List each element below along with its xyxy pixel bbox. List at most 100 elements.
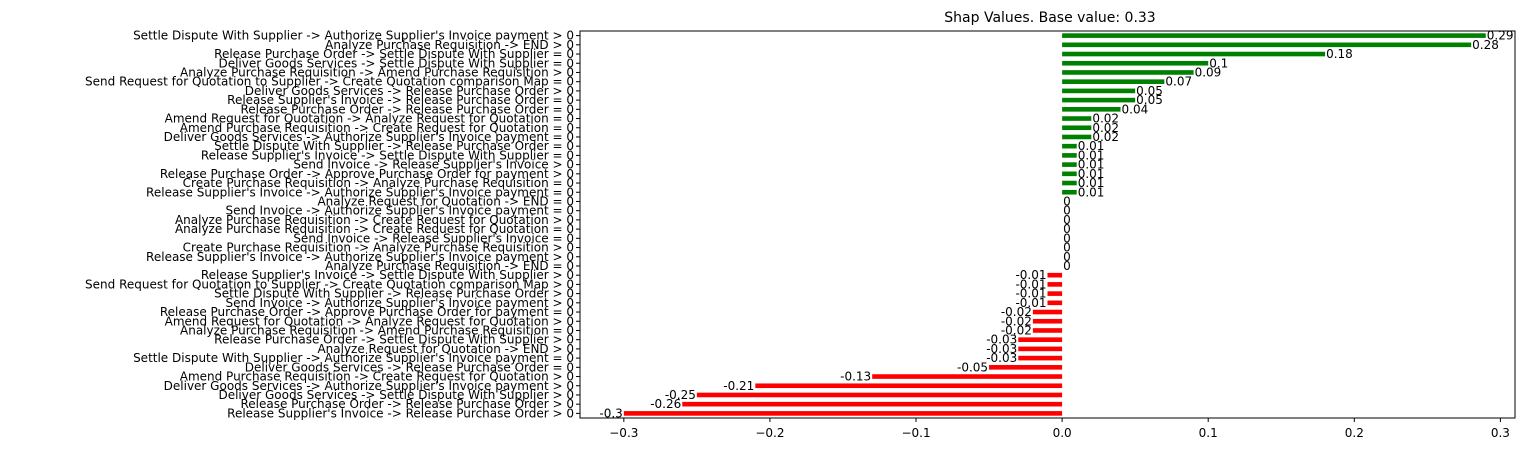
bar-value-label: 0.02 xyxy=(1092,130,1119,144)
bar-value-label: 0 xyxy=(1063,241,1071,255)
y-tick-label: Release Purchase Order -> Release Purcha… xyxy=(240,102,574,116)
x-tick-label: −0.2 xyxy=(755,426,784,440)
bar-value-label: -0.26 xyxy=(650,397,681,411)
bar-value-label: 0.07 xyxy=(1165,75,1192,89)
bar-value-label: 0.09 xyxy=(1195,65,1222,79)
bar-value-label: -0.25 xyxy=(665,388,696,402)
y-tick-label: Create Purchase Requisition -> Analyze P… xyxy=(183,241,574,255)
y-tick-label: Send Request for Quotation to Supplier -… xyxy=(85,277,574,291)
bar-value-label: 0.18 xyxy=(1326,47,1353,61)
bar xyxy=(1062,60,1209,66)
y-tick-label: Analyze Purchase Requisition -> Create R… xyxy=(175,222,574,236)
bar-value-label: 0 xyxy=(1063,250,1071,264)
y-tick-label: Amend Request for Quotation -> Analyze R… xyxy=(165,314,574,328)
bar xyxy=(1062,97,1136,103)
y-tick-label: Release Supplier's Invoice -> Release Pu… xyxy=(227,406,574,420)
bar xyxy=(1062,51,1326,57)
bar-value-label: -0.05 xyxy=(957,360,988,374)
bar-value-label: 0.28 xyxy=(1472,38,1499,52)
y-tick-label: Deliver Goods Services -> Settle Dispute… xyxy=(218,388,574,402)
bar-value-label: 0 xyxy=(1063,259,1071,273)
y-tick-label: Release Purchase Order -> Approve Purcha… xyxy=(160,305,574,319)
bar-value-label: -0.01 xyxy=(1015,277,1046,291)
y-tick-label: Create Purchase Requisition -> Analyze P… xyxy=(183,176,574,190)
bar-value-label: 0 xyxy=(1063,231,1071,245)
bar xyxy=(1062,143,1077,149)
bar xyxy=(1047,300,1063,306)
y-tick-label: Deliver Goods Services -> Authorize Supp… xyxy=(164,130,574,144)
y-tick-label: Deliver Goods Services -> Release Purcha… xyxy=(245,360,574,374)
y-tick-label: Send Invoice -> Authorize Supplier's Inv… xyxy=(226,204,574,218)
y-tick-label: Release Supplier's Invoice -> Authorize … xyxy=(146,250,574,264)
bar-value-label: 0.04 xyxy=(1122,102,1149,116)
y-tick-label: Send Invoice -> Release Supplier's Invoi… xyxy=(293,158,574,172)
y-tick-label: Release Supplier's Invoice -> Release Pu… xyxy=(227,93,574,107)
bar xyxy=(1062,189,1077,195)
bar xyxy=(1062,33,1486,38)
bar-value-label: 0 xyxy=(1063,194,1071,208)
bar xyxy=(989,365,1063,370)
bar-value-label: 0.05 xyxy=(1136,84,1163,98)
bar xyxy=(1018,337,1063,342)
y-tick-label: Deliver Goods Services -> Release Purcha… xyxy=(245,84,574,98)
bar-value-label: -0.02 xyxy=(1001,314,1032,328)
x-tick-label: −0.1 xyxy=(901,426,930,440)
x-tick-label: 0.2 xyxy=(1345,426,1364,440)
bar xyxy=(1062,153,1077,158)
bar xyxy=(755,383,1063,389)
bar xyxy=(1062,116,1092,121)
bar xyxy=(1062,162,1077,167)
bar xyxy=(1047,291,1063,296)
y-tick-label: Release Supplier's Invoice -> Settle Dis… xyxy=(201,148,574,162)
bar-value-label: 0.01 xyxy=(1078,148,1105,162)
bar xyxy=(1062,125,1092,131)
y-tick-label: Settle Dispute With Supplier -> Authoriz… xyxy=(133,29,574,43)
bar-value-label: -0.3 xyxy=(599,406,622,420)
x-tick-label: 0.0 xyxy=(1053,426,1072,440)
y-tick-label: Analyze Purchase Requisition -> END > 0 xyxy=(325,38,574,52)
y-tick-label: Deliver Goods Services -> Authorize Supp… xyxy=(164,379,574,393)
y-tick-label: Deliver Goods Services -> Settle Dispute… xyxy=(218,56,574,70)
bar-labels-group: 0.290.280.180.10.090.070.050.050.040.020… xyxy=(599,29,1513,421)
bar xyxy=(1062,42,1472,48)
bar xyxy=(1047,282,1063,287)
bar-value-label: -0.01 xyxy=(1015,296,1046,310)
bar-value-label: 0.05 xyxy=(1136,93,1163,107)
y-tick-label: Settle Dispute With Supplier -> Authoriz… xyxy=(133,351,574,365)
y-tick-label: Release Purchase Order -> Settle Dispute… xyxy=(214,333,574,347)
bar xyxy=(1062,70,1194,75)
bar xyxy=(1062,88,1136,94)
bar-value-label: -0.02 xyxy=(1001,305,1032,319)
bar-value-label: 0.01 xyxy=(1078,185,1105,199)
bar xyxy=(1032,328,1063,333)
bar xyxy=(682,401,1063,407)
bar-value-label: 0.01 xyxy=(1078,158,1105,172)
bar xyxy=(1062,180,1077,186)
y-tick-label: Settle Dispute With Supplier -> Release … xyxy=(214,139,574,153)
bar-value-label: 0.01 xyxy=(1078,176,1105,190)
bar xyxy=(1032,309,1063,315)
bar-value-label: -0.13 xyxy=(840,370,871,384)
y-tick-label: Analyze Purchase Requisition -> Amend Pu… xyxy=(180,323,574,337)
y-tick-label: Amend Purchase Requisition -> Create Req… xyxy=(180,370,574,384)
y-tick-label: Send Invoice -> Release Supplier's Invoi… xyxy=(293,231,574,245)
bar xyxy=(623,411,1063,416)
chart-title: Shap Values. Base value: 0.33 xyxy=(944,10,1155,26)
bar-value-label: 0 xyxy=(1063,204,1071,218)
bar-value-label: -0.02 xyxy=(1001,323,1032,337)
bar-value-label: 0 xyxy=(1063,213,1071,227)
bar xyxy=(1018,355,1063,361)
bar xyxy=(696,392,1063,398)
y-tick-label: Release Supplier's Invoice -> Settle Dis… xyxy=(201,268,574,282)
bar-value-label: 0.29 xyxy=(1487,29,1514,43)
x-tick-label: 0.1 xyxy=(1199,426,1218,440)
y-tick-label: Analyze Request for Quotation -> END > 0 xyxy=(317,342,574,356)
y-tick-label: Analyze Purchase Requisition -> Create R… xyxy=(175,213,574,227)
y-tick-label: Send Request for Quotation to Supplier -… xyxy=(85,75,574,89)
bar-value-label: -0.01 xyxy=(1015,287,1046,301)
bars-group xyxy=(623,33,1486,416)
bar xyxy=(1062,134,1092,140)
bar-value-label: -0.03 xyxy=(986,333,1017,347)
bar xyxy=(1047,272,1063,278)
